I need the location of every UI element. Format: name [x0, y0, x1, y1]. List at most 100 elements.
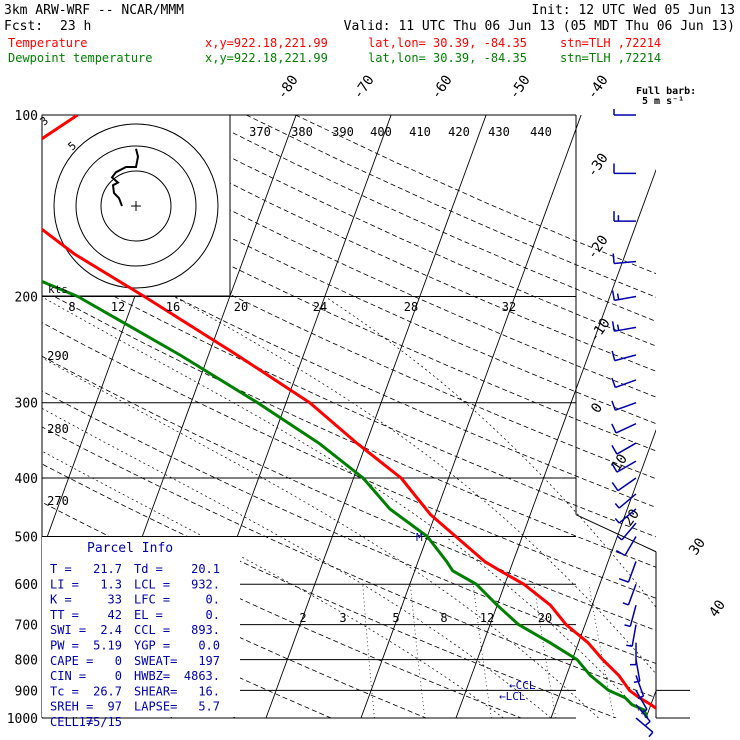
wind-barb-flag — [611, 350, 616, 361]
wind-barb-staff — [627, 561, 637, 583]
hodograph — [41, 114, 231, 297]
pressure-label-400: 400 — [15, 472, 38, 487]
legend-dewpoint-name: Dewpoint temperature — [8, 51, 153, 65]
theta-label-380: 380 — [291, 125, 313, 139]
pressure-label-900: 900 — [15, 684, 38, 699]
isotherm-line — [645, 689, 656, 718]
wind-barb-950 — [635, 704, 651, 726]
isotherm-line — [455, 168, 656, 718]
dry-adiabat-line — [42, 289, 656, 568]
legend-temperature-latlon: lat,lon= 30.39, -84.35 — [368, 36, 527, 50]
parcel-info-cell: LFC = — [134, 593, 170, 607]
parcel-info-cell: 16. — [198, 684, 220, 698]
wind-barb-staff — [615, 401, 637, 411]
wind-barb-staff — [616, 442, 637, 455]
dry-adiabat-line — [42, 426, 656, 699]
parcel-info-cell: 0 — [115, 654, 122, 668]
wind-barb-450 — [614, 508, 637, 524]
legend-temperature-xy: x,y=922.18,221.99 — [205, 36, 328, 50]
wind-barb-225 — [611, 321, 637, 332]
parcel-info-cell: SREH = — [50, 700, 93, 714]
temperature-tick-30: 30 — [686, 535, 709, 558]
mixing-ratio-top-label-32: 32 — [502, 300, 516, 314]
isotherm-line — [550, 428, 656, 718]
wind-barb-700 — [626, 624, 637, 647]
legend-temperature-station: stn=TLH ,72214 — [560, 36, 661, 50]
parcel-info-cell: SHEAR= — [134, 684, 177, 698]
mixing-ratio-line — [533, 584, 557, 718]
wind-barb-flag — [612, 253, 615, 264]
parcel-info-cell: T = — [50, 562, 72, 576]
parcel-info-cell: 42 — [108, 608, 122, 622]
wind-barb-500 — [615, 536, 637, 557]
mixing-ratio-line — [409, 584, 426, 718]
parcel-info-cell: 0. — [206, 608, 220, 622]
wind-barb-staff — [621, 522, 637, 541]
theta-label-420: 420 — [448, 125, 470, 139]
model-title: 3km ARW-WRF -- NCAR/MMM — [4, 3, 184, 18]
parcel-info-cell: Td = — [134, 562, 163, 576]
dry-adiabat-line — [98, 115, 656, 372]
pressure-label-500: 500 — [15, 530, 38, 545]
temperature-tick-40: 40 — [706, 597, 729, 620]
wind-barb-staff — [616, 460, 637, 473]
hodograph-trace — [110, 148, 140, 207]
dry-adiabat-line — [42, 166, 656, 452]
temperature-tick--20: -20 — [584, 232, 612, 262]
parcel-info-cell: 0. — [206, 593, 220, 607]
wind-barb-150 — [613, 211, 636, 222]
pressure-label-100: 100 — [15, 109, 38, 124]
parcel-info-cell: 893. — [191, 623, 220, 637]
plot-right-border-skew — [575, 514, 657, 553]
wind-barb-staff — [635, 690, 648, 710]
parcel-info-cell: 33 — [108, 593, 122, 607]
dry-adiabat-line — [42, 322, 656, 599]
pressure-label-600: 600 — [15, 578, 38, 593]
theta-left-label-280: 280 — [47, 422, 69, 436]
wind-barb-175 — [612, 253, 637, 265]
dry-adiabat-line — [42, 463, 617, 718]
parcel-info-cell: TT = — [50, 608, 79, 622]
mixing-ratio-line — [661, 584, 691, 718]
wind-barb-staff — [615, 422, 637, 434]
temperature-tick-10: 10 — [608, 451, 631, 474]
wind-barb-flag — [614, 517, 620, 524]
wind-barb-325 — [611, 422, 637, 434]
theta-label-400: 400 — [370, 125, 392, 139]
wind-barb-staff — [617, 477, 637, 492]
temperature-line — [42, 115, 656, 711]
annotation-m: M — [416, 531, 423, 544]
hodograph-ring — [100, 170, 172, 242]
mixing-ratio-top-label-16: 16 — [166, 300, 180, 314]
parcel-info-cell: HWBZ= — [134, 669, 170, 683]
wind-barb-flag — [616, 324, 620, 331]
wind-barb-600 — [622, 583, 637, 606]
pressure-label-1000: 1000 — [7, 712, 38, 727]
parcel-info-cell: 97 — [108, 700, 122, 714]
temperature-tick--10: -10 — [586, 315, 614, 345]
temperature-tick--40: -40 — [584, 72, 612, 102]
parcel-info-cell: 932. — [191, 577, 220, 591]
wind-barb-200 — [611, 290, 637, 302]
wind-barb-staff — [618, 493, 637, 509]
mixing-ratio-top-label-12: 12 — [111, 300, 125, 314]
parcel-info-cell: LI = — [50, 577, 79, 591]
pressure-label-700: 700 — [15, 619, 38, 634]
wind-barb-flag — [611, 377, 617, 388]
parcel-info-cell: CELL = — [50, 715, 93, 729]
wind-barb-staff — [635, 659, 641, 682]
temperature-tick-20: 20 — [620, 506, 643, 529]
forecast-hours: 23 h — [60, 19, 91, 34]
sounding-profiles — [42, 115, 656, 718]
parcel-info-title: Parcel Info — [87, 541, 173, 556]
dry-adiabat-line — [49, 115, 656, 398]
parcel-info-box: Parcel Info T = 21.7 Td = 20.1 LI = 1.3 LCL = 9… — [42, 537, 240, 729]
theta-left-label-270: 270 — [47, 494, 69, 508]
dry-adiabat-line — [42, 196, 656, 480]
temperature-tick--50: -50 — [506, 72, 534, 102]
wind-barb-staff — [631, 624, 637, 647]
wind-barb-staff — [615, 379, 637, 389]
mixing-ratio-bottom-label-20: 20 — [538, 611, 552, 625]
